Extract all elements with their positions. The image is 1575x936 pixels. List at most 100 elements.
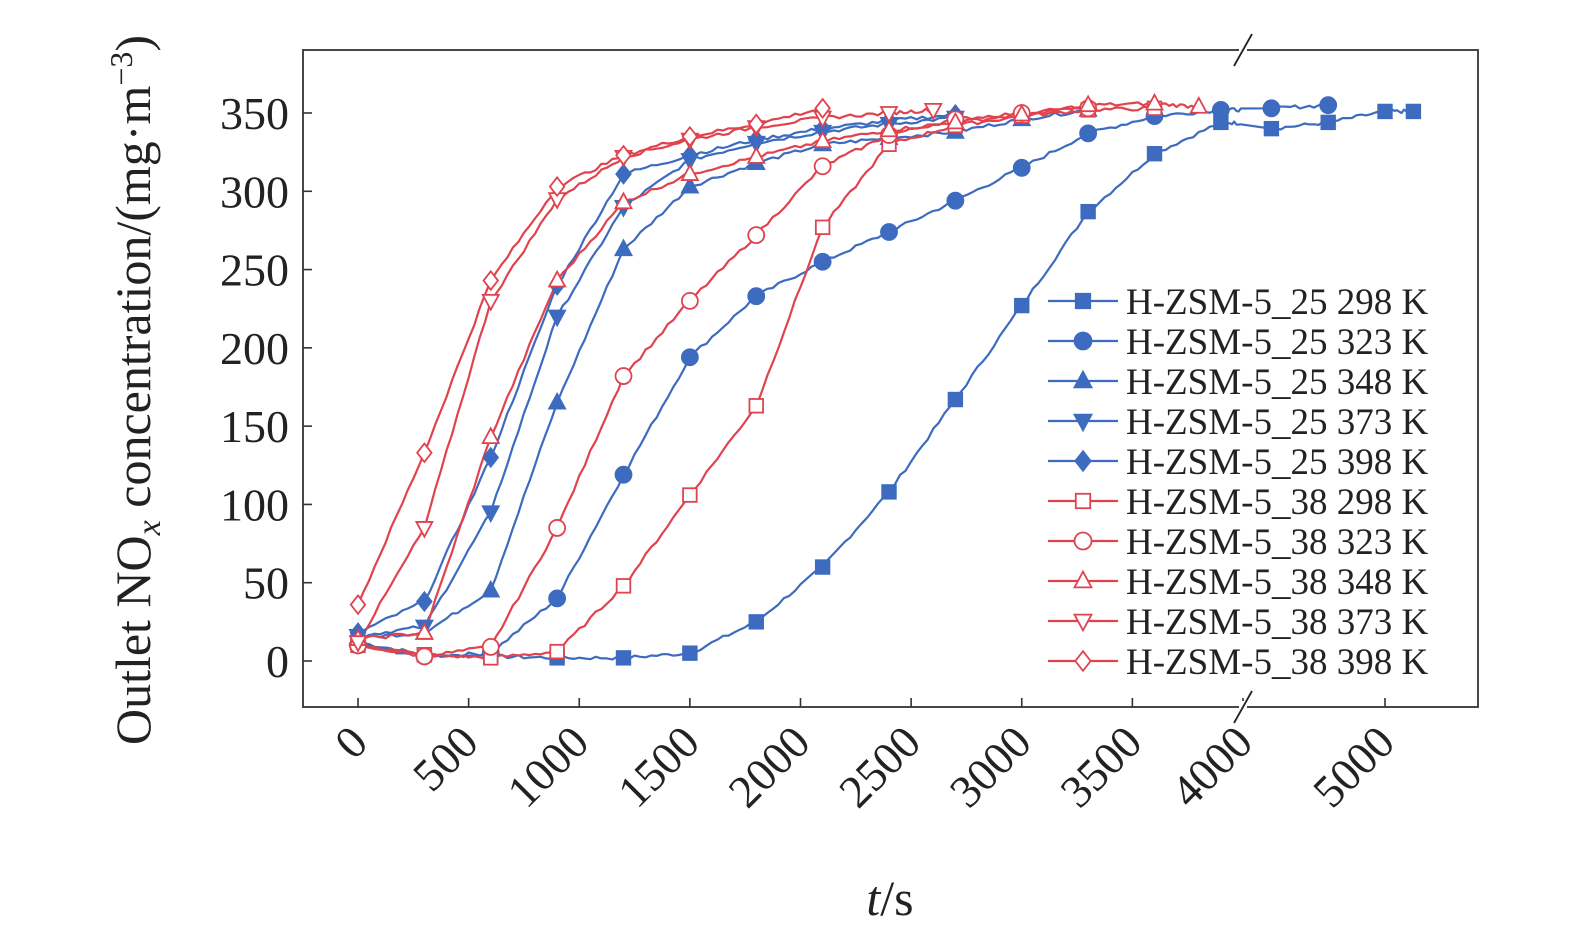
x-axis-ticks: 0 500 1000 1500 2000 2500 3000 3500 4000 5000 <box>325 698 1404 817</box>
y-axis-title-part: ) <box>105 35 161 52</box>
data-point <box>746 146 766 164</box>
series-line-1 <box>357 108 1414 661</box>
data-point <box>615 163 632 185</box>
y-axis-title-part: Outlet NO <box>105 535 161 745</box>
data-point <box>879 119 899 138</box>
data-point <box>416 590 433 613</box>
series-markers <box>348 92 1422 666</box>
legend-label: H-ZSM-5_25 323 K <box>1126 322 1428 363</box>
data-point <box>481 426 501 445</box>
y-tick-label: 350 <box>220 88 289 139</box>
data-point <box>481 293 501 312</box>
legend-marker <box>1072 369 1094 389</box>
data-point <box>614 465 633 484</box>
data-point <box>923 102 943 121</box>
data-point <box>881 484 897 500</box>
y-tick-label: 50 <box>243 558 289 609</box>
x-tick-label: 4000 <box>1161 716 1262 817</box>
legend: H-ZSM-5_25 298 KH-ZSM-5_25 323 K H-ZSM-5_… <box>1048 282 1428 683</box>
data-point <box>1211 100 1230 119</box>
data-point <box>548 589 567 608</box>
legend-marker <box>1072 569 1094 589</box>
data-point <box>615 650 632 666</box>
data-point <box>680 163 700 181</box>
x-tick-label: 2000 <box>718 716 819 817</box>
legend-label: H-ZSM-5_25 373 K <box>1126 402 1428 443</box>
x-tick-label: 3000 <box>940 716 1041 817</box>
data-point <box>748 398 764 414</box>
legend-label: H-ZSM-5_38 398 K <box>1126 642 1428 683</box>
series-line-5 <box>357 112 956 634</box>
data-point <box>1319 96 1338 115</box>
data-point <box>548 175 566 198</box>
data-point <box>1262 99 1281 118</box>
data-point <box>349 593 367 616</box>
y-tick-label: 0 <box>266 636 289 687</box>
series-line-9 <box>357 107 934 643</box>
data-point <box>615 144 632 166</box>
series-line-8 <box>357 101 1200 641</box>
series-lines <box>356 101 1414 661</box>
y-axis-title-subscript: x <box>131 520 168 536</box>
legend-marker <box>1074 292 1092 310</box>
data-point <box>1079 124 1098 143</box>
data-point <box>613 238 634 257</box>
series-line-10 <box>356 107 823 606</box>
legend-label: H-ZSM-5_25 398 K <box>1126 442 1428 483</box>
legend-marker <box>1072 413 1094 433</box>
data-point <box>947 391 964 408</box>
x-axis-title-italic: t <box>866 870 881 926</box>
data-point <box>414 521 434 539</box>
x-tick-label: 2500 <box>829 716 930 817</box>
data-point <box>348 635 368 653</box>
data-point <box>482 269 500 292</box>
data-point <box>1078 94 1098 113</box>
data-point <box>549 643 565 660</box>
data-point <box>615 578 632 594</box>
x-tick-label: 500 <box>403 716 488 801</box>
data-point <box>747 287 766 306</box>
data-point <box>1012 103 1032 122</box>
legend-label: H-ZSM-5_38 348 K <box>1126 562 1428 603</box>
legend-label: H-ZSM-5_25 298 K <box>1126 282 1428 323</box>
legend-marker <box>1074 449 1092 473</box>
data-point <box>680 348 699 367</box>
data-point <box>1146 146 1163 162</box>
data-point <box>747 113 765 135</box>
data-point <box>548 519 567 537</box>
legend-marker <box>1074 649 1092 673</box>
data-point <box>1377 103 1393 120</box>
data-point <box>946 191 965 210</box>
data-point <box>415 647 434 666</box>
data-point <box>813 130 833 149</box>
data-point <box>482 446 500 469</box>
data-point <box>681 125 699 148</box>
data-point <box>813 252 832 271</box>
data-point <box>416 442 433 464</box>
data-point <box>813 157 832 176</box>
legend-marker <box>1072 613 1094 633</box>
y-axis-title: Outlet NOx concentration/(mg·m−3) <box>103 35 168 745</box>
data-point <box>1405 103 1422 120</box>
data-point <box>879 106 899 124</box>
data-point <box>748 614 764 630</box>
x-axis-break <box>1233 33 1253 724</box>
legend-label: H-ZSM-5_38 298 K <box>1126 482 1428 523</box>
series-line-2 <box>358 104 1329 659</box>
data-point <box>814 559 831 575</box>
legend-label: H-ZSM-5_38 373 K <box>1126 602 1428 643</box>
y-tick-label: 150 <box>220 401 289 452</box>
data-point <box>547 391 567 410</box>
data-point <box>1263 120 1280 137</box>
data-point <box>1320 114 1336 131</box>
plot-frame <box>302 49 1479 708</box>
y-axis-title-part: concentration/(mg·m <box>105 86 161 521</box>
legend-label: H-ZSM-5_38 323 K <box>1126 522 1428 563</box>
data-point <box>814 219 831 235</box>
y-tick-label: 300 <box>220 166 289 217</box>
data-point <box>880 223 898 241</box>
data-point <box>747 226 766 245</box>
axis-break-mark-top <box>1233 33 1253 67</box>
data-point <box>814 97 831 119</box>
y-axis-ticks: 0 50 100 150 200 250 300 350 <box>220 88 312 687</box>
